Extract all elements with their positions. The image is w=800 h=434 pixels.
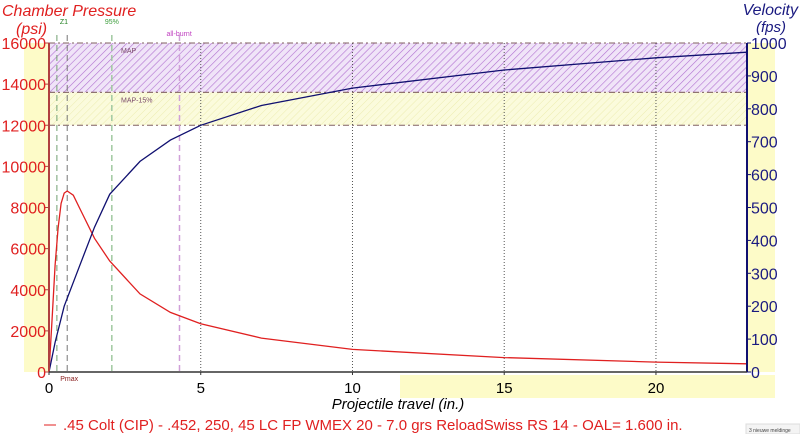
right-axis-highlight: [747, 43, 775, 372]
pressure-line: [48, 190, 748, 373]
x-tick-label: 15: [496, 380, 513, 397]
y-tick-label-right: 0: [751, 365, 760, 382]
y-tick-label-left: 14000: [2, 77, 47, 94]
y-tick-label-right: 900: [751, 69, 778, 86]
marker-label-pmax: Pmax: [60, 376, 78, 383]
y-tick-label-left: 10000: [2, 159, 47, 176]
y-tick-label-right: 1000: [751, 36, 787, 53]
y-tick-label-right: 500: [751, 201, 778, 218]
marker-label-z1: Z1: [60, 19, 68, 26]
y-tick-label-left: 12000: [2, 118, 47, 135]
legend-entry: .45 Colt (CIP) - .452, 250, 45 LC FP WME…: [63, 417, 683, 434]
y-tick-label-left: 6000: [10, 242, 46, 259]
notification-box[interactable]: [745, 423, 800, 434]
marker-label: 95%: [105, 19, 119, 26]
y-tick-label-right: 100: [751, 332, 778, 349]
left-axis-title: Chamber Pressure: [2, 3, 136, 20]
y-tick-label-right: 200: [751, 299, 778, 316]
x-tick-label: 10: [344, 380, 361, 397]
band-map: [49, 43, 747, 93]
right-axis-title: Velocity: [743, 2, 799, 19]
x-tick-label: 20: [648, 380, 665, 397]
marker-label: all-burnt: [166, 31, 191, 38]
band-label: MAP-15%: [121, 97, 153, 104]
y-tick-label-right: 800: [751, 102, 778, 119]
y-tick-label-left: 16000: [2, 36, 47, 53]
y-tick-label-right: 400: [751, 233, 778, 250]
y-tick-label-left: 2000: [10, 324, 46, 341]
x-axis-title: Projectile travel (in.): [332, 396, 465, 413]
y-tick-label-right: 600: [751, 168, 778, 185]
right-axis-unit: (fps): [756, 19, 786, 36]
band-map-15-: [49, 92, 747, 126]
y-tick-label-right: 700: [751, 135, 778, 152]
y-tick-label-left: 8000: [10, 201, 46, 218]
y-tick-label-right: 300: [751, 266, 778, 283]
notification-toast[interactable]: 3 nieuwe meldinge: [749, 428, 791, 434]
velocity-line: [48, 51, 748, 373]
band-label: MAP: [121, 48, 137, 55]
x-tick-label: 0: [45, 380, 53, 397]
x-axis-highlight: [400, 375, 775, 398]
x-tick-label: 5: [197, 380, 205, 397]
y-tick-label-left: 4000: [10, 283, 46, 300]
left-axis-highlight: [24, 43, 49, 372]
y-tick-label-left: 0: [37, 365, 46, 382]
left-axis-unit: (psi): [16, 21, 47, 38]
